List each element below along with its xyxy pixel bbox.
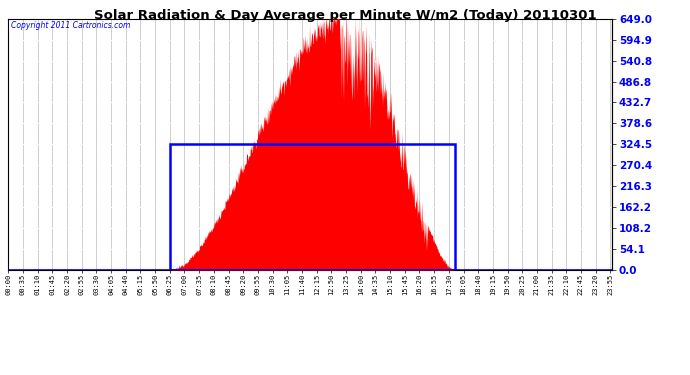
Bar	[170, 144, 455, 270]
Text: Copyright 2011 Cartronics.com: Copyright 2011 Cartronics.com	[11, 21, 130, 30]
Text: Solar Radiation & Day Average per Minute W/m2 (Today) 20110301: Solar Radiation & Day Average per Minute…	[94, 9, 596, 22]
